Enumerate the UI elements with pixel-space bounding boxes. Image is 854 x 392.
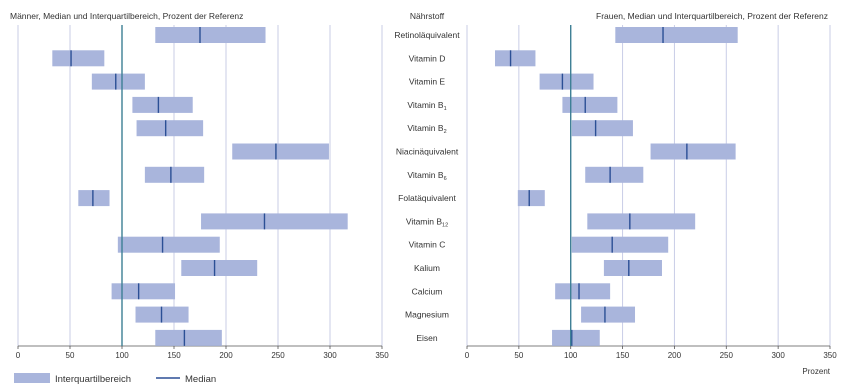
- right-tick-label-150: 150: [616, 351, 630, 360]
- left-iqr-bar-10: [181, 260, 258, 276]
- left-iqr-bar-6: [144, 166, 205, 183]
- right-iqr-bar-10: [603, 260, 662, 276]
- right-tick-label-350: 350: [823, 351, 837, 360]
- category-label-8: Vitamin B12: [406, 216, 448, 228]
- right-tick-label-100: 100: [564, 351, 578, 360]
- right-iqr-bar-12: [581, 306, 636, 323]
- category-label-10: Kalium: [414, 263, 440, 273]
- category-label-2: Vitamin E: [409, 77, 446, 87]
- right-iqr-bar-9: [571, 236, 669, 253]
- category-label-12: Magnesium: [405, 310, 449, 320]
- right-tick-label-300: 300: [771, 351, 785, 360]
- left-iqr-bar-4: [136, 120, 204, 137]
- left-tick-label-300: 300: [323, 351, 337, 360]
- legend-iqr-label: Interquartilbereich: [55, 374, 131, 385]
- category-label-5: Niacinäquivalent: [396, 147, 459, 157]
- left-iqr-bar-1: [52, 50, 105, 67]
- right-iqr-bar-2: [539, 73, 594, 90]
- left-iqr-bar-7: [78, 190, 110, 207]
- category-label-13: Eisen: [416, 333, 438, 343]
- legend-iqr-swatch: [14, 373, 50, 383]
- right-tick-label-200: 200: [668, 351, 682, 360]
- category-label-1: Vitamin D: [409, 53, 446, 63]
- left-iqr-bar-11: [111, 283, 176, 300]
- left-tick-label-50: 50: [66, 351, 75, 360]
- category-label-9: Vitamin C: [409, 240, 446, 250]
- right-iqr-bar-5: [650, 143, 736, 160]
- right-tick-label-250: 250: [720, 351, 734, 360]
- right-iqr-bar-3: [562, 96, 618, 113]
- left-tick-label-0: 0: [16, 351, 21, 360]
- right-iqr-bar-4: [571, 120, 633, 137]
- left-tick-label-200: 200: [219, 351, 233, 360]
- right-iqr-bar-13: [552, 329, 600, 346]
- category-label-11: Calcium: [412, 286, 443, 296]
- left-iqr-bar-13: [155, 329, 222, 346]
- right-iqr-bar-1: [495, 50, 536, 67]
- left-tick-label-150: 150: [167, 351, 181, 360]
- right-iqr-bar-6: [585, 166, 644, 183]
- category-label-4: Vitamin B2: [407, 123, 446, 135]
- grid-layer: [17, 25, 831, 349]
- left-tick-label-250: 250: [271, 351, 285, 360]
- text-layer: 0 50 100 150 200 250 300 350 0 50 100 150 200 250 300 3…: [16, 30, 837, 360]
- category-label-6: Vitamin B6: [407, 170, 446, 182]
- left-tick-label-350: 350: [375, 351, 389, 360]
- right-panel-title: Frauen, Median und Interquartilbereich, …: [596, 11, 828, 21]
- right-iqr-bar-0: [615, 27, 738, 43]
- left-iqr-bar-3: [132, 96, 193, 113]
- left-iqr-bar-8: [201, 213, 348, 230]
- x-axis-label: Prozent: [802, 367, 830, 376]
- legend: Interquartilbereich Median: [14, 373, 216, 385]
- category-label-7: Folatäquivalent: [398, 193, 456, 203]
- left-iqr-bar-2: [91, 73, 145, 90]
- category-header: Nährstoff: [410, 11, 445, 21]
- right-iqr-bar-11: [555, 283, 611, 300]
- left-tick-label-100: 100: [115, 351, 129, 360]
- right-iqr-bar-8: [587, 213, 696, 230]
- right-iqr-bar-7: [517, 190, 545, 207]
- bar-layer: [52, 25, 738, 346]
- right-tick-label-50: 50: [514, 351, 523, 360]
- left-iqr-bar-5: [232, 143, 329, 160]
- category-label-3: Vitamin B1: [407, 100, 446, 112]
- left-iqr-bar-9: [117, 236, 220, 253]
- category-label-0: Retinoläquivalent: [394, 30, 460, 40]
- right-tick-label-0: 0: [465, 351, 470, 360]
- left-panel-title: Männer, Median und Interquartilbereich, …: [10, 11, 243, 21]
- left-iqr-bar-0: [155, 27, 266, 43]
- legend-median-label: Median: [185, 374, 216, 385]
